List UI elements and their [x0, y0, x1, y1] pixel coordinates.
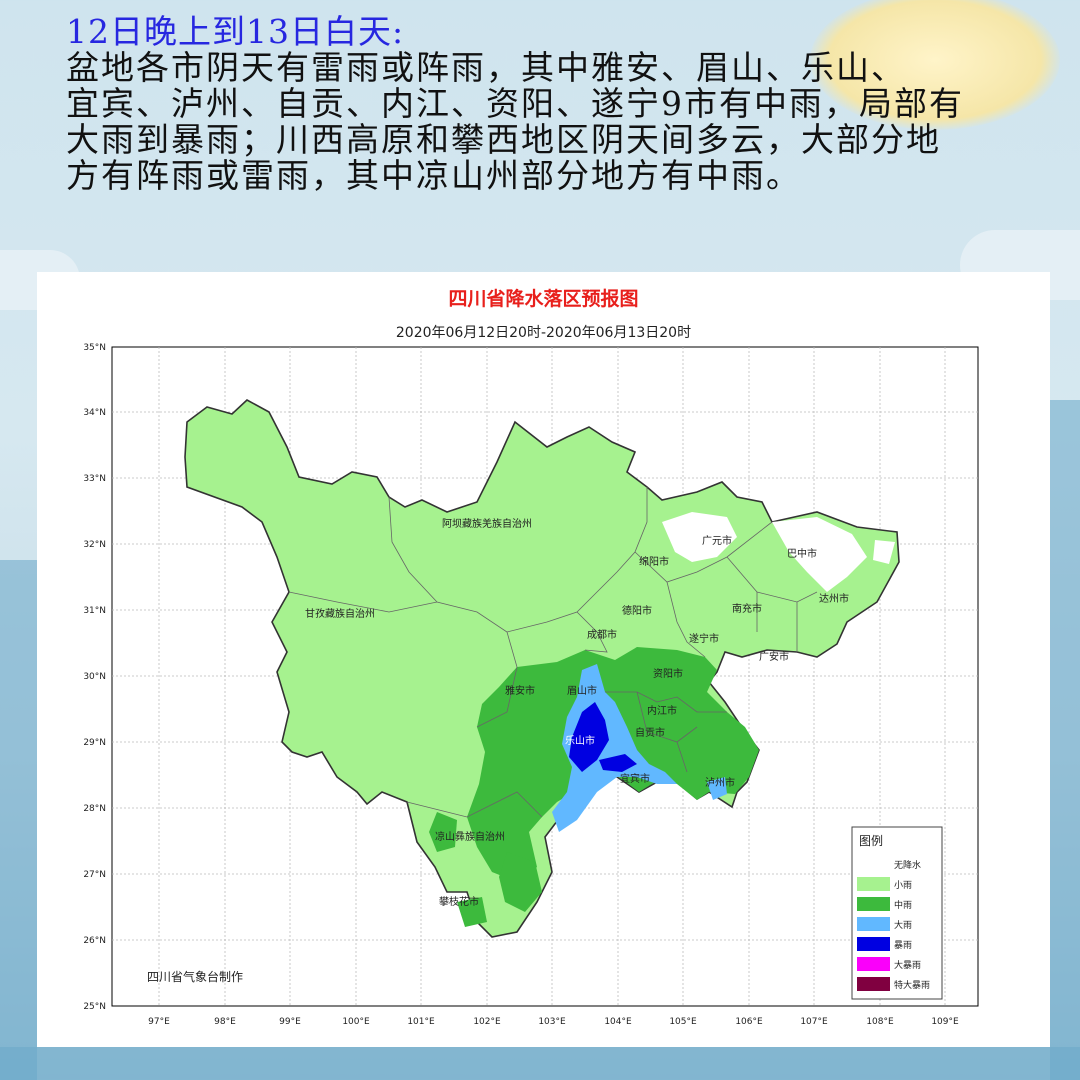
lon-tick-label: 97°E	[148, 1017, 170, 1027]
label-dazhou: 达州市	[819, 592, 849, 605]
moderate-rain-area	[429, 812, 457, 852]
building-decoration	[1050, 400, 1080, 1080]
heavy-rain-area	[552, 664, 677, 832]
building-decoration	[0, 560, 37, 1080]
legend-label-light: 小雨	[894, 880, 912, 891]
legend-label-extreme-rainstorm: 特大暴雨	[894, 979, 930, 991]
precipitation-map-panel: 四川省降水落区预报图 2020年06月12日20时-2020年06月13日20时	[37, 272, 1050, 1047]
label-luzhou: 泸州市	[705, 776, 735, 789]
legend-label-heavy-rainstorm: 大暴雨	[894, 959, 921, 971]
map-frame	[111, 346, 979, 1007]
map-credit: 四川省气象台制作	[147, 969, 243, 984]
lon-tick-label: 102°E	[473, 1017, 501, 1027]
lon-tick-label: 109°E	[931, 1017, 959, 1027]
lat-tick-label: 29°N	[83, 738, 106, 748]
latitude-axis: 35°N 34°N 33°N 32°N 31°N 30°N 29°N 28°N …	[83, 343, 106, 1012]
label-guangyuan: 广元市	[702, 534, 732, 547]
label-guangan: 广安市	[759, 650, 789, 663]
lat-tick-label: 30°N	[83, 672, 106, 682]
lat-tick-label: 26°N	[83, 936, 106, 946]
lon-tick-label: 99°E	[279, 1017, 301, 1027]
lat-tick-label: 34°N	[83, 408, 106, 418]
label-nanchong: 南充市	[732, 602, 762, 615]
lat-tick-label: 35°N	[83, 343, 106, 353]
lon-tick-label: 107°E	[800, 1017, 828, 1027]
building-decoration	[0, 1047, 1080, 1080]
label-yaan: 雅安市	[505, 684, 535, 697]
lat-tick-label: 25°N	[83, 1002, 106, 1012]
label-bazhong: 巴中市	[787, 547, 817, 560]
legend-label-rainstorm: 暴雨	[894, 940, 912, 951]
label-yibin: 宜宾市	[620, 772, 650, 785]
label-leshan: 乐山市	[565, 734, 595, 747]
label-ziyang: 资阳市	[653, 667, 683, 680]
label-ganzi: 甘孜藏族自治州	[305, 607, 375, 620]
legend-swatch-light	[857, 877, 890, 891]
no-rain-area	[873, 540, 895, 564]
forecast-text-line-1: 盆地各市阴天有雷雨或阵雨，其中雅安、眉山、乐山、	[66, 48, 906, 87]
legend-swatch-extreme-rainstorm	[857, 977, 890, 991]
label-aba: 阿坝藏族羌族自治州	[442, 517, 532, 530]
label-panzhihua: 攀枝花市	[439, 895, 479, 908]
legend-label-moderate: 中雨	[894, 899, 912, 911]
lat-tick-label: 28°N	[83, 804, 106, 814]
lat-tick-label: 27°N	[83, 870, 106, 880]
map-subtitle: 2020年06月12日20时-2020年06月13日20时	[395, 325, 692, 341]
label-suining: 遂宁市	[689, 632, 719, 645]
forecast-text-line-3: 大雨到暴雨；川西高原和攀西地区阴天间多云，大部分地	[66, 120, 941, 159]
moderate-rain-area	[457, 897, 487, 927]
lon-tick-label: 104°E	[604, 1017, 632, 1027]
lat-tick-label: 32°N	[83, 540, 106, 550]
forecast-summary: 12日晚上到13日白天: 盆地各市阴天有雷雨或阵雨，其中雅安、眉山、乐山、 宜宾…	[66, 14, 1046, 194]
label-mianyang: 绵阳市	[639, 555, 669, 568]
label-deyang: 德阳市	[622, 604, 652, 617]
rainstorm-area	[599, 754, 637, 772]
lon-tick-label: 98°E	[214, 1017, 236, 1027]
lon-tick-label: 108°E	[866, 1017, 894, 1027]
label-meishan: 眉山市	[567, 684, 597, 697]
legend-swatch-heavy-rainstorm	[857, 957, 890, 971]
legend-swatch-moderate	[857, 897, 890, 911]
forecast-text-line-2: 宜宾、泸州、自贡、内江、资阳、遂宁9市有中雨，局部有	[66, 84, 964, 123]
label-zigong: 自贡市	[635, 726, 665, 739]
legend-title: 图例	[859, 834, 883, 848]
precipitation-map: 阿坝藏族羌族自治州 甘孜藏族自治州 凉山彝族自治州 广元市 巴中市 绵阳市 达州…	[83, 343, 979, 1027]
legend-label-heavy: 大雨	[894, 919, 912, 931]
label-liangshan: 凉山彝族自治州	[435, 830, 505, 843]
label-neijiang: 内江市	[647, 704, 677, 717]
forecast-text-line-4: 方有阵雨或雷雨，其中凉山州部分地方有中雨。	[66, 156, 801, 195]
label-chengdu: 成都市	[587, 628, 617, 641]
map-title: 四川省降水落区预报图	[448, 288, 639, 310]
moderate-rain-area	[499, 852, 542, 912]
no-rain-area	[772, 517, 867, 592]
prefecture-boundaries	[288, 487, 818, 818]
lon-tick-label: 101°E	[407, 1017, 435, 1027]
longitude-axis: 97°E 98°E 99°E 100°E 101°E 102°E 103°E 1…	[148, 1017, 959, 1027]
lon-tick-label: 103°E	[538, 1017, 566, 1027]
rainstorm-area	[569, 702, 609, 772]
lat-tick-label: 33°N	[83, 474, 106, 484]
legend-box	[851, 826, 943, 1000]
heavy-rain-area	[707, 777, 727, 800]
legend-label-none: 无降水	[894, 859, 921, 871]
moon-decoration	[810, 0, 1060, 130]
lon-tick-label: 100°E	[342, 1017, 370, 1027]
legend-swatch-rainstorm	[857, 937, 890, 951]
lon-tick-label: 106°E	[735, 1017, 763, 1027]
legend-swatch-heavy	[857, 917, 890, 931]
lat-tick-label: 31°N	[83, 606, 106, 616]
no-rain-area	[662, 512, 737, 562]
region-labels: 阿坝藏族羌族自治州 甘孜藏族自治州 凉山彝族自治州 广元市 巴中市 绵阳市 达州…	[305, 517, 849, 908]
map-legend: 图例 无降水 小雨 中雨 大雨 暴雨 大暴雨 特大暴雨	[851, 826, 943, 1000]
lon-tick-label: 105°E	[669, 1017, 697, 1027]
forecast-period-title: 12日晚上到13日白天:	[66, 12, 405, 51]
